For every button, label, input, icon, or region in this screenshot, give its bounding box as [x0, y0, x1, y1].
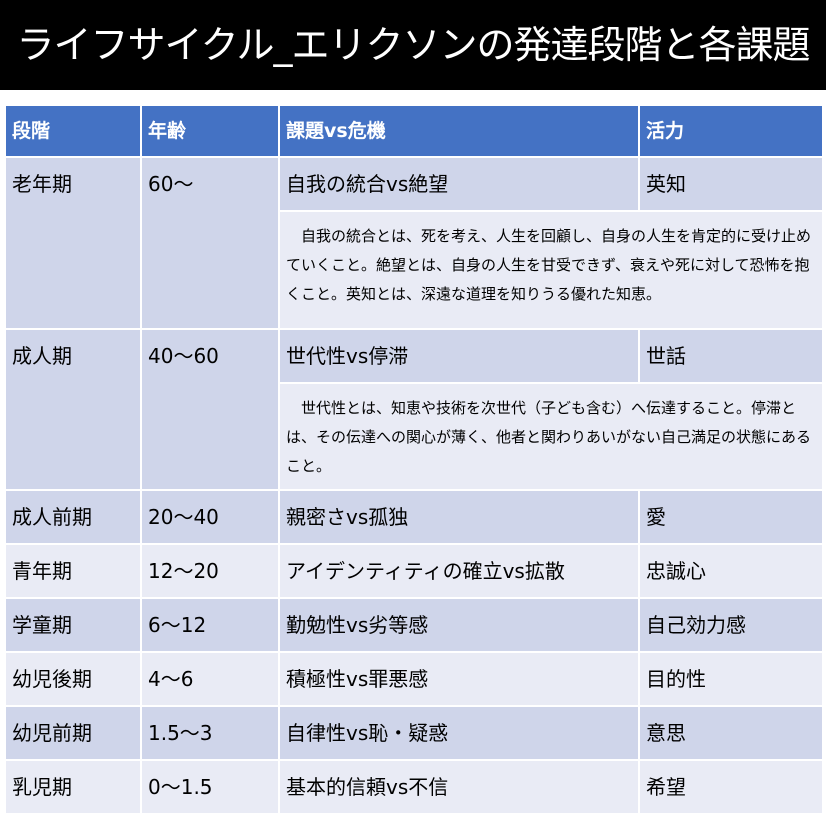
task-cell: アイデンティティの確立vs拡散	[278, 543, 640, 599]
age-cell: 20～40	[140, 489, 280, 545]
stage-cell: 成人前期	[4, 489, 142, 545]
stage-cell: 成人期	[4, 328, 142, 491]
table-row: 成人前期 20～40 親密さvs孤独 愛	[4, 489, 824, 545]
age-cell: 4～6	[140, 651, 280, 707]
task-cell: 勤勉性vs劣等感	[278, 597, 640, 653]
stage-cell: 青年期	[4, 543, 142, 599]
age-cell: 0～1.5	[140, 759, 280, 815]
virtue-cell: 世話	[638, 328, 824, 384]
age-cell: 6～12	[140, 597, 280, 653]
task-cell: 自我の統合vs絶望	[278, 156, 640, 212]
task-cell: 自律性vs恥・疑惑	[278, 705, 640, 761]
description-row: 世代性とは、知恵や技術を次世代（子ども含む）へ伝達すること。停滞とは、その伝達へ…	[5, 382, 824, 491]
task-cell: 積極性vs罪悪感	[278, 651, 640, 707]
stage-cell: 学童期	[4, 597, 142, 653]
virtue-cell: 希望	[638, 759, 824, 815]
virtue-cell: 目的性	[638, 651, 824, 707]
virtue-cell: 愛	[638, 489, 824, 545]
task-cell: 基本的信頼vs不信	[278, 759, 640, 815]
header-virtue: 活力	[638, 104, 824, 158]
table-row: 学童期 6～12 勤勉性vs劣等感 自己効力感	[4, 597, 824, 653]
age-cell: 60～	[140, 156, 280, 330]
table-row: 幼児後期 4～6 積極性vs罪悪感 目的性	[4, 651, 824, 707]
description-cell: 自我の統合とは、死を考え、人生を回顧し、自身の人生を肯定的に受け止めていくこと。…	[278, 210, 824, 330]
table-row: 成人期 40～60 世代性vs停滞 世話	[4, 328, 824, 491]
task-cell: 世代性vs停滞	[278, 328, 640, 384]
table-row: 老年期 60～ 自我の統合vs絶望 英知	[4, 156, 824, 330]
table-header-row: 段階 年齢 課題vs危機 活力	[4, 104, 824, 158]
task-cell: 親密さvs孤独	[278, 489, 640, 545]
header-age: 年齢	[140, 104, 280, 158]
virtue-cell: 英知	[638, 156, 824, 212]
description-cell: 世代性とは、知恵や技術を次世代（子ども含む）へ伝達すること。停滞とは、その伝達へ…	[278, 382, 824, 491]
age-cell: 12～20	[140, 543, 280, 599]
stage-cell: 乳児期	[4, 759, 142, 815]
age-cell: 40～60	[140, 328, 280, 491]
stage-cell: 幼児前期	[4, 705, 142, 761]
virtue-cell: 忠誠心	[638, 543, 824, 599]
slide-title: ライフサイクル_エリクソンの発達段階と各課題	[0, 0, 826, 90]
header-task: 課題vs危機	[278, 104, 640, 158]
erikson-stages-table: 段階 年齢 課題vs危機 活力 老年期 60～ 自我の統合vs絶望 英知 自我の…	[4, 104, 824, 815]
description-row: 自我の統合とは、死を考え、人生を回顧し、自身の人生を肯定的に受け止めていくこと。…	[5, 210, 824, 330]
table-row: 幼児前期 1.5～3 自律性vs恥・疑惑 意思	[4, 705, 824, 761]
stage-cell: 幼児後期	[4, 651, 142, 707]
table-row: 青年期 12～20 アイデンティティの確立vs拡散 忠誠心	[4, 543, 824, 599]
header-stage: 段階	[4, 104, 142, 158]
virtue-cell: 自己効力感	[638, 597, 824, 653]
virtue-cell: 意思	[638, 705, 824, 761]
age-cell: 1.5～3	[140, 705, 280, 761]
table-row: 乳児期 0～1.5 基本的信頼vs不信 希望	[4, 759, 824, 815]
stage-cell: 老年期	[4, 156, 142, 330]
